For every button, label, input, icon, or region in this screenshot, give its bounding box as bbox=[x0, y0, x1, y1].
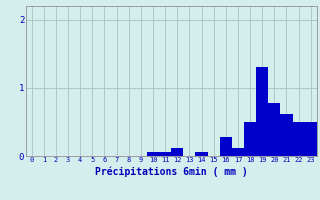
X-axis label: Précipitations 6min ( mm ): Précipitations 6min ( mm ) bbox=[95, 166, 248, 177]
Bar bbox=[256, 67, 268, 156]
Bar bbox=[147, 152, 159, 156]
Bar bbox=[280, 114, 292, 156]
Bar bbox=[196, 152, 208, 156]
Bar bbox=[292, 122, 305, 156]
Bar bbox=[232, 148, 244, 156]
Bar bbox=[220, 137, 232, 156]
Bar bbox=[171, 148, 183, 156]
Bar bbox=[268, 103, 280, 156]
Bar bbox=[305, 122, 317, 156]
Bar bbox=[159, 152, 171, 156]
Bar bbox=[244, 122, 256, 156]
